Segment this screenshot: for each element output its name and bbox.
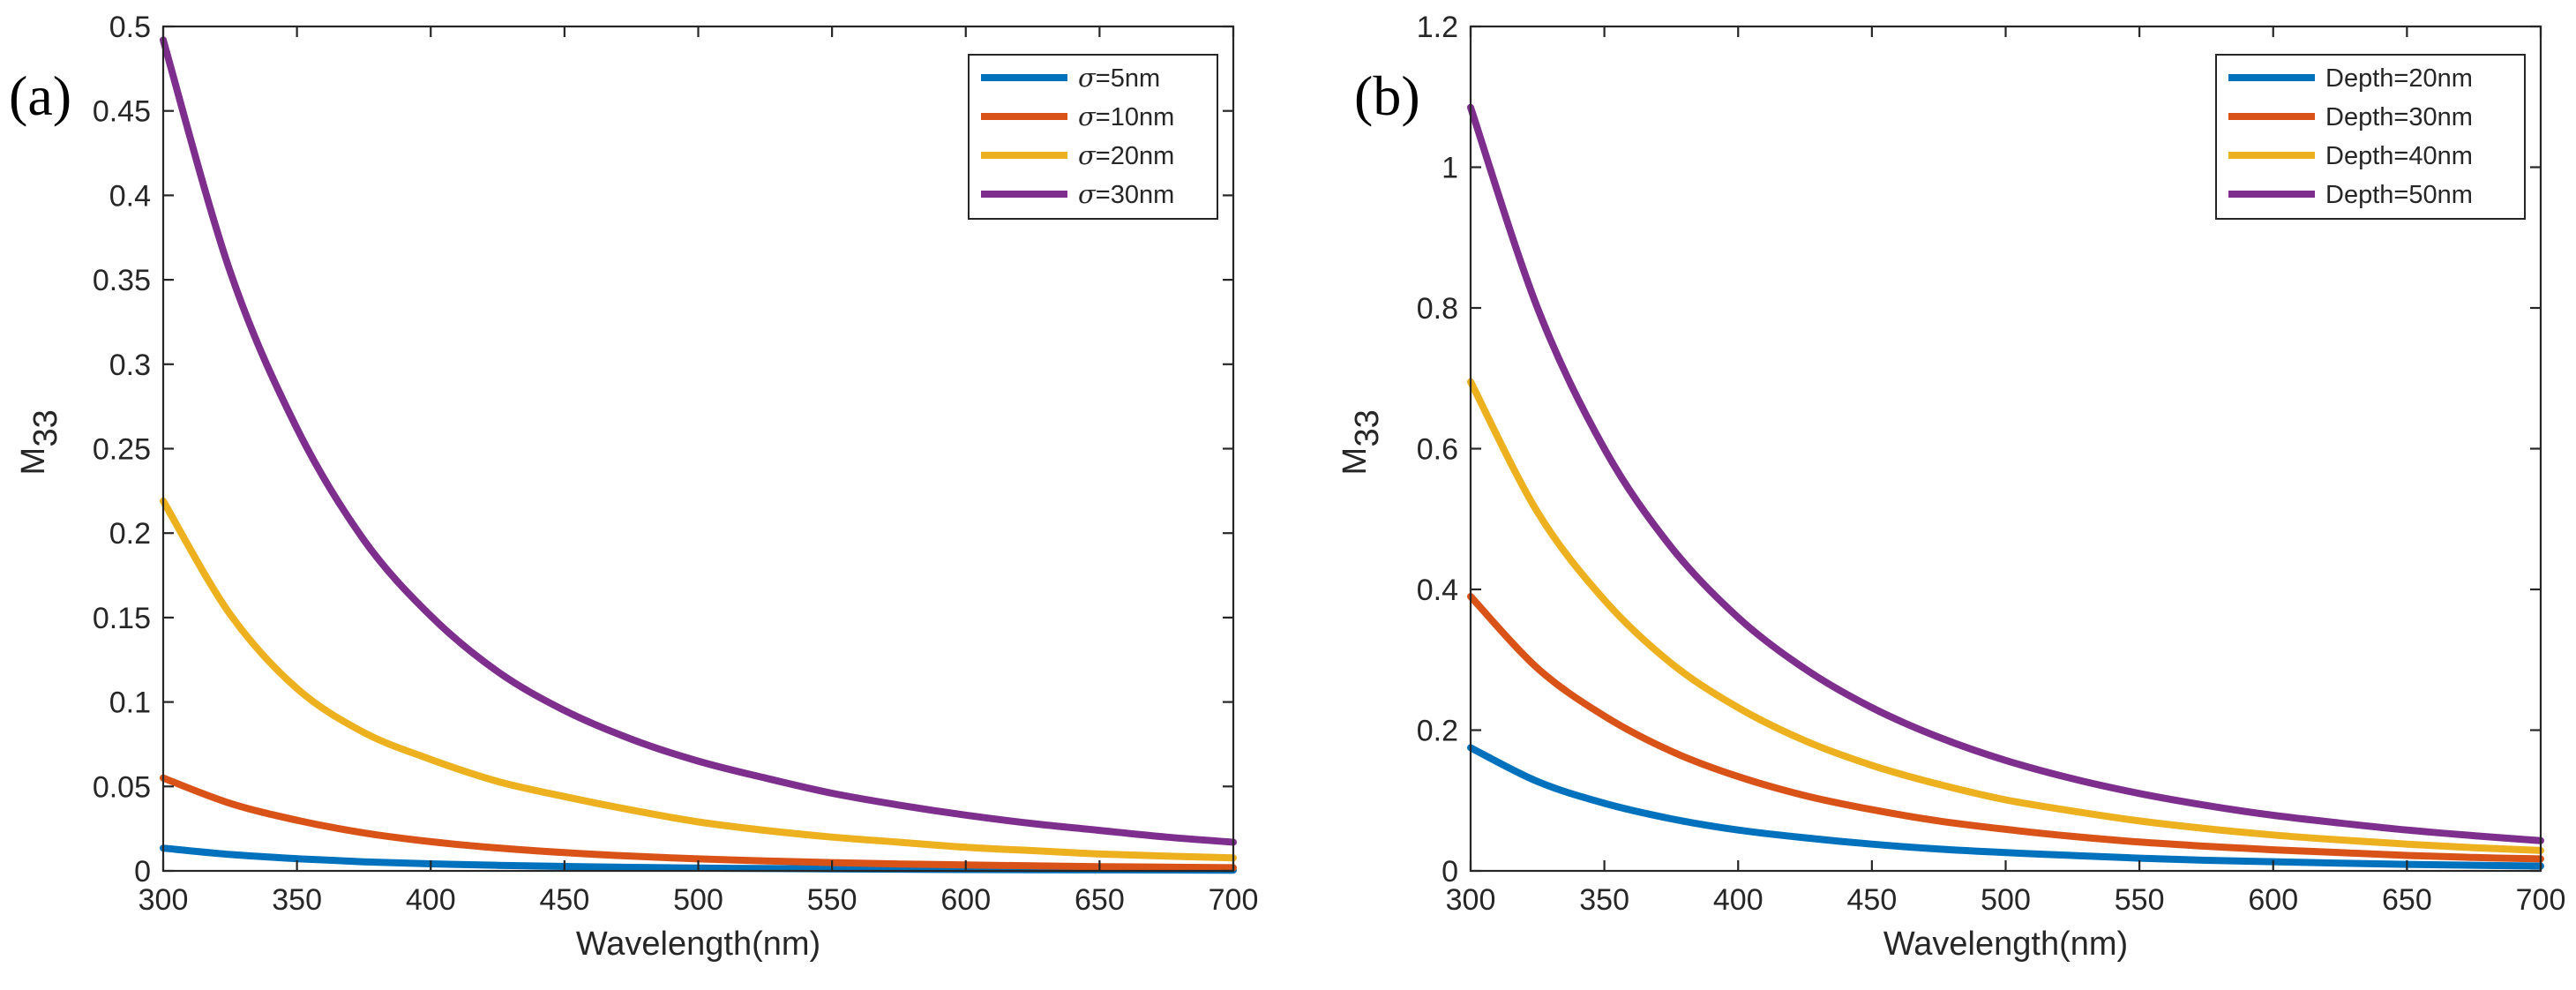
legend-label-1: σ=5nm: [1078, 63, 1160, 93]
x-tick-label: 400: [1713, 883, 1764, 917]
legend-symbol: σ: [1078, 101, 1097, 131]
x-axis-title: Wavelength(nm): [1883, 926, 2128, 963]
x-tick-label: 650: [2382, 883, 2432, 917]
series-line-4: [160, 36, 1237, 846]
x-tick-label: 450: [540, 883, 590, 917]
y-axis-title-main: M: [1337, 447, 1374, 476]
y-tick-label: 0.25: [93, 433, 151, 467]
legend-label-4: Depth=50nm: [2325, 181, 2473, 209]
series-group: [1467, 103, 2544, 870]
legend-label-3: Depth=40nm: [2325, 142, 2473, 170]
y-tick-label: 0.5: [109, 11, 151, 44]
y-tick-label: 0.4: [1417, 574, 1458, 607]
y-tick-label: 0.6: [1417, 433, 1458, 467]
legend-label-2: σ=10nm: [1078, 101, 1174, 131]
x-axis: 300 350 400 450 500 550 600 650 700: [139, 26, 1259, 917]
chart-panel-b: 300 350 400 450 500 550 600 650 700 0 0.2 0.4 0.6 0.8…: [1337, 11, 2565, 963]
series-line-2: [160, 774, 1237, 872]
series-line-2: [1467, 593, 2544, 863]
y-tick-label: 0: [1442, 855, 1458, 889]
series-line-3: [1467, 378, 2544, 854]
panel-label: (b): [1354, 64, 1420, 127]
legend-text: Depth=40nm: [2325, 142, 2473, 170]
y-axis-title-sub: 33: [27, 409, 64, 446]
y-tick-label: 0.35: [93, 264, 151, 297]
legend-symbol: σ: [1078, 179, 1097, 209]
series-line-1: [1467, 744, 2544, 870]
x-tick-label: 400: [406, 883, 456, 917]
x-tick-label: 550: [2115, 883, 2165, 917]
series-line-3: [160, 497, 1237, 862]
x-tick-label: 600: [2248, 883, 2298, 917]
legend-text: =30nm: [1096, 181, 1174, 209]
legend-label-3: σ=20nm: [1078, 140, 1174, 170]
x-tick-label: 500: [673, 883, 723, 917]
x-tick-label: 700: [2516, 883, 2566, 917]
legend-text: =10nm: [1096, 103, 1174, 131]
x-axis: 300 350 400 450 500 550 600 650 700: [1446, 26, 2566, 917]
x-tick-label: 350: [272, 883, 322, 917]
y-tick-label: 0.15: [93, 602, 151, 635]
legend-label-2: Depth=30nm: [2325, 103, 2473, 131]
x-tick-label: 700: [1209, 883, 1259, 917]
x-tick-label: 350: [1579, 883, 1629, 917]
x-axis-title: Wavelength(nm): [576, 926, 820, 963]
legend-text: Depth=50nm: [2325, 181, 2473, 209]
y-axis: 0 0.2 0.4 0.6 0.8 1 1.2: [1417, 11, 2541, 889]
series-line-4: [1467, 103, 2544, 844]
legend-label-4: σ=30nm: [1078, 179, 1174, 209]
y-tick-label: 0.1: [109, 686, 151, 720]
legend-text: Depth=30nm: [2325, 103, 2473, 131]
legend: Depth=20nm Depth=30nm Depth=40nm Depth=50nm: [2215, 54, 2526, 220]
y-tick-label: 0.8: [1417, 292, 1458, 326]
legend-label-1: Depth=20nm: [2325, 64, 2473, 93]
legend-text: Depth=20nm: [2325, 64, 2473, 93]
legend-box: [2215, 54, 2526, 220]
y-axis: 0 0.05 0.1 0.15 0.2 0.25 0.3 0.35 0.4 0.45 0.5: [93, 11, 1233, 889]
x-tick-label: 550: [807, 883, 857, 917]
legend-text: =20nm: [1096, 142, 1174, 170]
y-tick-label: 1: [1442, 152, 1458, 185]
y-tick-label: 1.2: [1417, 11, 1458, 44]
y-axis-title: M33: [1337, 409, 1386, 475]
y-tick-label: 0.2: [109, 517, 151, 551]
x-tick-label: 600: [940, 883, 991, 917]
y-tick-label: 0: [134, 855, 151, 889]
x-tick-label: 300: [139, 883, 189, 917]
legend-symbol: σ: [1078, 140, 1097, 170]
x-tick-label: 300: [1446, 883, 1496, 917]
y-axis-title: M33: [15, 409, 64, 475]
legend-symbol: σ: [1078, 63, 1097, 93]
y-tick-label: 0.3: [109, 349, 151, 382]
panel-label: (a): [9, 64, 71, 127]
y-axis-title-main: M: [15, 447, 52, 476]
y-axis-title-sub: 33: [1349, 409, 1386, 446]
x-tick-label: 450: [1847, 883, 1898, 917]
x-tick-label: 650: [1075, 883, 1125, 917]
y-tick-label: 0.4: [109, 179, 151, 213]
y-tick-label: 0.2: [1417, 715, 1458, 748]
x-tick-label: 500: [1981, 883, 2031, 917]
y-tick-label: 0.45: [93, 95, 151, 129]
legend-text: =5nm: [1096, 64, 1160, 93]
chart-panel-a: 300 350 400 450 500 550 600 650 70000.050.10.150…: [9, 11, 1258, 963]
y-tick-label: 0.05: [93, 770, 151, 804]
